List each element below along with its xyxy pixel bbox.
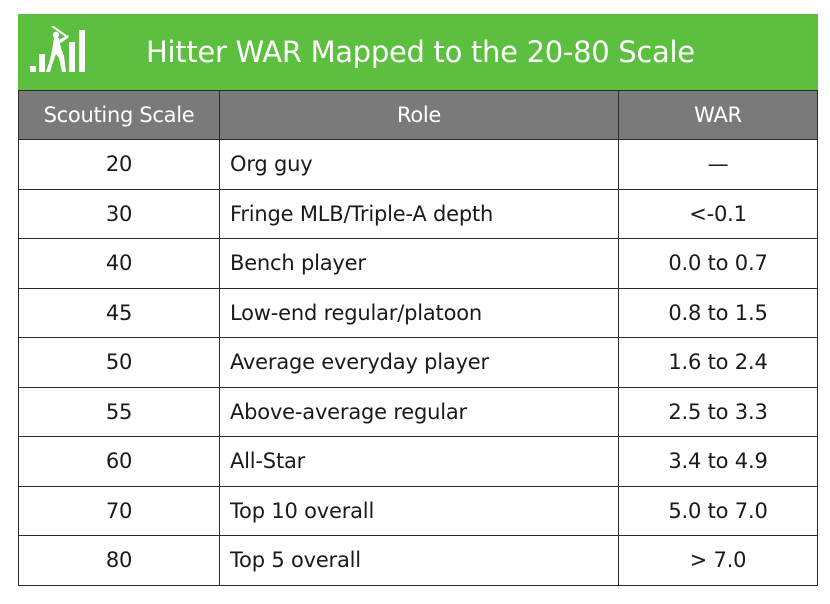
- table-row: 80 Top 5 overall > 7.0: [18, 535, 818, 586]
- scale-cell: 30: [18, 188, 220, 239]
- war-cell: 0.8 to 1.5: [618, 287, 818, 338]
- war-table: Scouting Scale Role WAR 20 Org guy — 30 …: [18, 90, 818, 586]
- scale-cell: 60: [18, 436, 220, 487]
- war-cell: —: [618, 139, 818, 190]
- scale-cell: 50: [18, 337, 220, 388]
- war-cell: 0.0 to 0.7: [618, 238, 818, 289]
- role-cell: Average everyday player: [219, 337, 619, 388]
- war-cell: > 7.0: [618, 535, 818, 586]
- table-row: 50 Average everyday player 1.6 to 2.4: [18, 337, 818, 388]
- role-cell: Org guy: [219, 139, 619, 190]
- scale-cell: 40: [18, 238, 220, 289]
- role-cell: Top 10 overall: [219, 485, 619, 536]
- war-cell: 1.6 to 2.4: [618, 337, 818, 388]
- scale-cell: 45: [18, 287, 220, 338]
- role-cell: Top 5 overall: [219, 535, 619, 586]
- column-header-war: WAR: [618, 90, 818, 140]
- table-row: 70 Top 10 overall 5.0 to 7.0: [18, 485, 818, 536]
- scale-cell: 70: [18, 485, 220, 536]
- scale-cell: 80: [18, 535, 220, 586]
- title-banner: Hitter WAR Mapped to the 20-80 Scale: [18, 14, 818, 90]
- role-cell: All-Star: [219, 436, 619, 487]
- table-header-row: Scouting Scale Role WAR: [18, 90, 818, 140]
- table-row: 60 All-Star 3.4 to 4.9: [18, 436, 818, 487]
- page-title: Hitter WAR Mapped to the 20-80 Scale: [146, 35, 695, 69]
- war-cell: 2.5 to 3.3: [618, 386, 818, 437]
- column-header-role: Role: [219, 90, 619, 140]
- table-row: 40 Bench player 0.0 to 0.7: [18, 238, 818, 289]
- war-scale-graphic: Hitter WAR Mapped to the 20-80 Scale Sco…: [18, 14, 818, 592]
- table-row: 30 Fringe MLB/Triple-A depth <-0.1: [18, 188, 818, 239]
- scale-cell: 20: [18, 139, 220, 190]
- batter-with-bar-chart-logo: [30, 26, 85, 72]
- role-cell: Above-average regular: [219, 386, 619, 437]
- role-cell: Fringe MLB/Triple-A depth: [219, 188, 619, 239]
- scale-cell: 55: [18, 386, 220, 437]
- table-row: 20 Org guy —: [18, 139, 818, 190]
- role-cell: Bench player: [219, 238, 619, 289]
- role-cell: Low-end regular/platoon: [219, 287, 619, 338]
- war-cell: 5.0 to 7.0: [618, 485, 818, 536]
- war-cell: 3.4 to 4.9: [618, 436, 818, 487]
- war-cell: <-0.1: [618, 188, 818, 239]
- column-header-scale: Scouting Scale: [18, 90, 220, 140]
- table-row: 45 Low-end regular/platoon 0.8 to 1.5: [18, 287, 818, 338]
- table-row: 55 Above-average regular 2.5 to 3.3: [18, 386, 818, 437]
